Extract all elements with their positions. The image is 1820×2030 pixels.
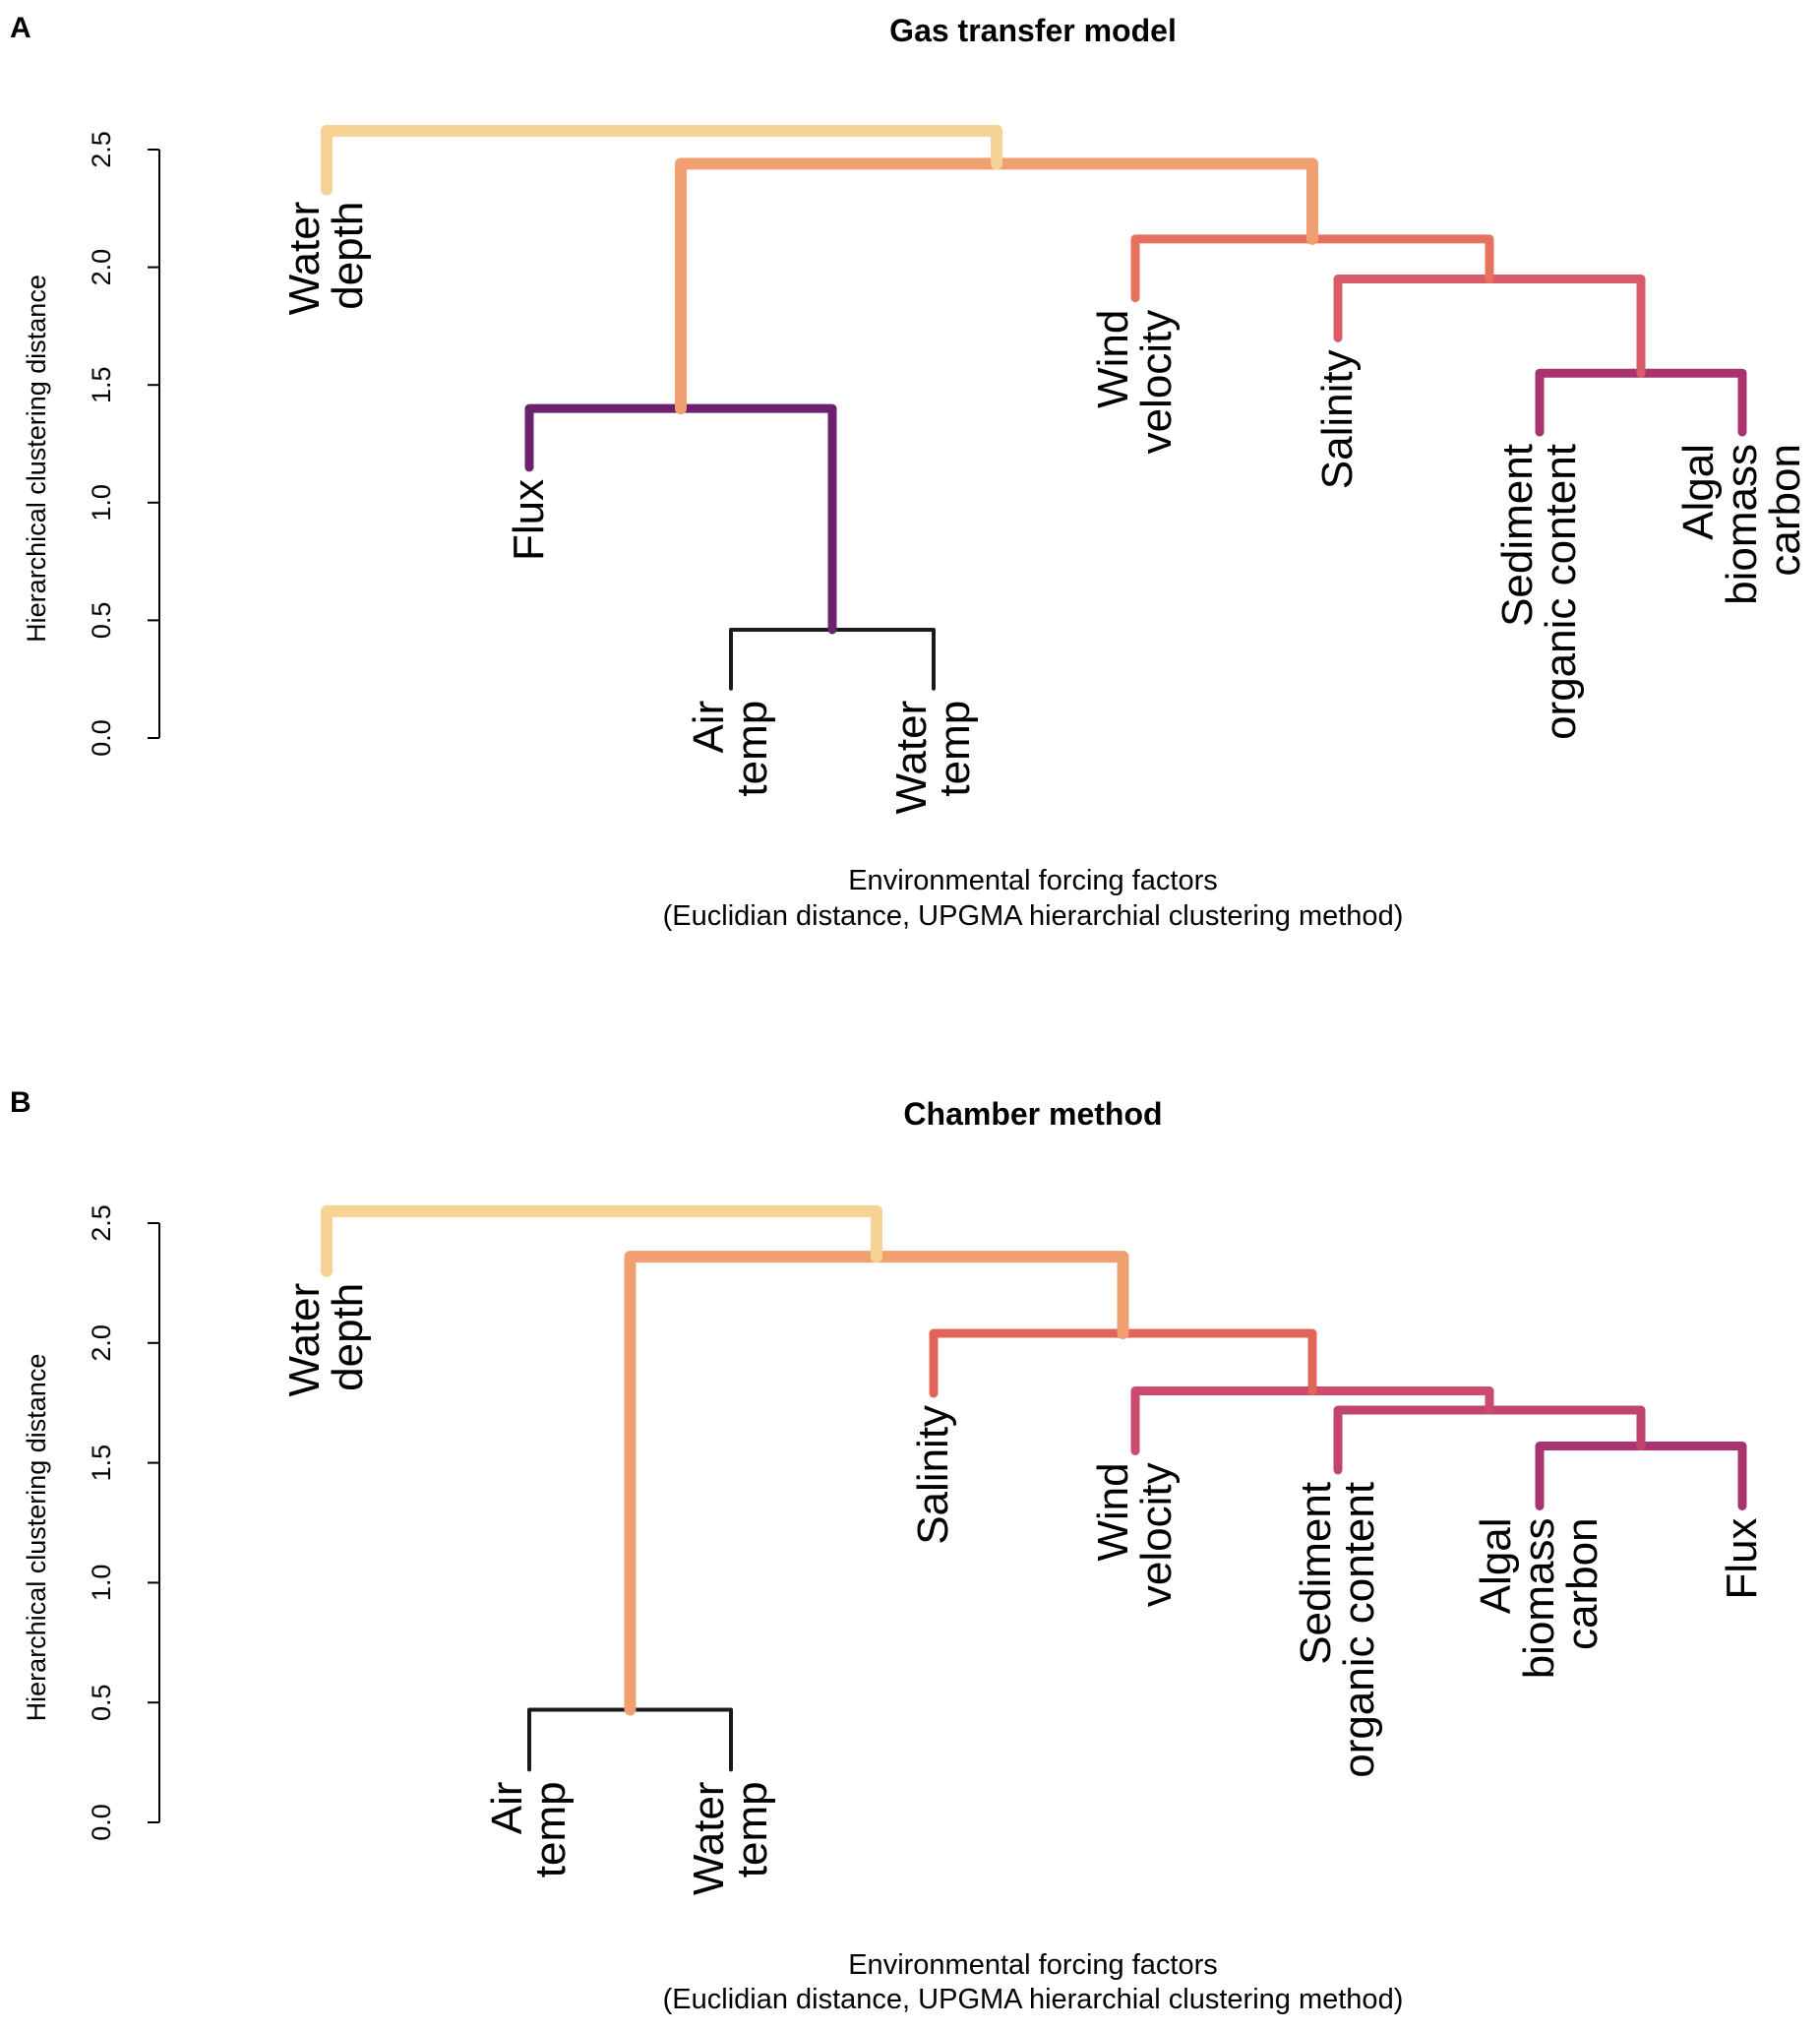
leaf-label-line: organic content [1537,444,1585,740]
leaf-label-line: Water [280,202,329,316]
leaf-label-line: depth [324,202,372,310]
y-tick-label: 0.5 [87,1684,116,1721]
dendrogram-branch-n1 [527,1707,733,1772]
dendrogram-branch-n4 [1333,275,1646,378]
dendrogram-branch-n5 [1130,234,1494,303]
y-tick-label: 2.0 [87,1324,116,1362]
x-axis-title-line: Environmental forcing factors [848,1949,1218,1981]
leaf-label-line: Sediment [1292,1482,1340,1665]
leaf-label-l2: Flux [505,479,553,561]
leaf-label-l6: Salinity [1313,349,1362,489]
leaf-label-line: Salinity [909,1405,957,1545]
y-tick-label: 0.5 [87,602,116,640]
panel-a: A Gas transfer model 0.0 0.5 1.0 1.5 2.0 2.5 Hie… [10,12,1809,932]
leaf-label-line: Water [280,1283,329,1397]
y-tick-label: 0.0 [87,1804,116,1841]
leaf-label-line: temp [526,1781,575,1877]
dendrogram-branch-n3 [1535,368,1747,437]
y-tick-label: 2.5 [87,131,116,168]
y-tick-label: 1.0 [87,484,116,522]
leaf-label-line: Flux [1718,1517,1766,1599]
dendrogram-branch-n6 [624,1251,1129,1716]
y-tick-label: 2.5 [87,1204,116,1242]
leaf-label-line: organic content [1335,1482,1383,1778]
dendrogram-branch-n6 [675,157,1318,415]
leaf-label-line: carbon [1761,444,1809,577]
leaf-label-line: velocity [1132,310,1181,455]
y-tick-label: 1.5 [87,1445,116,1482]
panel-b: B Chamber method 0.0 0.5 1.0 1.5 2.0 2.5 Hierarc… [10,1086,1766,2015]
y-tick-label: 1.0 [87,1565,116,1602]
leaf-label-line: biomass [1515,1517,1563,1679]
dendrogram-branch-n7 [321,1204,882,1277]
x-axis-title-line: (Euclidian distance, UPGMA hierarchial c… [663,900,1404,932]
leaf-label-line: carbon [1558,1517,1607,1650]
y-axis-title: Hierarchical clustering distance [22,275,51,643]
leaf-label-line: Sediment [1493,444,1542,627]
dendrogram-branch-n2 [1535,1442,1747,1510]
dendrogram-branch-n5 [929,1328,1317,1398]
y-tick-label: 1.5 [87,366,116,403]
dendrogram-branch-n1 [729,627,936,691]
leaf-label-line: Algal [1472,1517,1520,1614]
leaf-label-line: Water [685,1781,733,1895]
leaf-label-line: Wind [1089,310,1137,408]
dendrogram-branch-n7 [321,124,1002,196]
chart-title: Chamber method [903,1096,1162,1132]
leaf-label-line: Algal [1674,444,1723,540]
panel-letter: A [10,12,31,44]
dendrogram-branch-n3 [1333,1405,1646,1475]
panel-letter: B [10,1086,31,1119]
leaf-label-line: Water [887,701,936,815]
leaf-label-line: depth [324,1283,372,1391]
leaf-label-l4: Salinity [909,1405,957,1545]
x-axis-title-line: (Euclidian distance, UPGMA hierarchial c… [663,1984,1404,2015]
y-axis-title: Hierarchical clustering distance [22,1354,51,1722]
dendrogram-branch-n4 [1130,1386,1494,1455]
chart-title: Gas transfer model [889,13,1177,48]
leaf-label-l8: Flux [1718,1517,1766,1599]
leaf-label-line: temp [728,701,776,797]
leaf-label-line: temp [931,701,979,797]
leaf-label-line: Air [685,701,733,754]
leaf-label-line: Flux [505,479,553,561]
dendrogram-branch-n2 [524,403,837,635]
leaf-label-line: temp [728,1781,776,1877]
x-axis-title-line: Environmental forcing factors [848,865,1218,896]
leaf-label-line: Wind [1089,1462,1137,1561]
y-tick-label: 0.0 [87,719,116,757]
y-tick-label: 2.0 [87,249,116,286]
leaf-label-line: biomass [1718,444,1766,605]
leaf-label-line: Air [483,1781,531,1834]
leaf-label-line: velocity [1132,1462,1181,1607]
leaf-label-line: Salinity [1313,349,1362,489]
